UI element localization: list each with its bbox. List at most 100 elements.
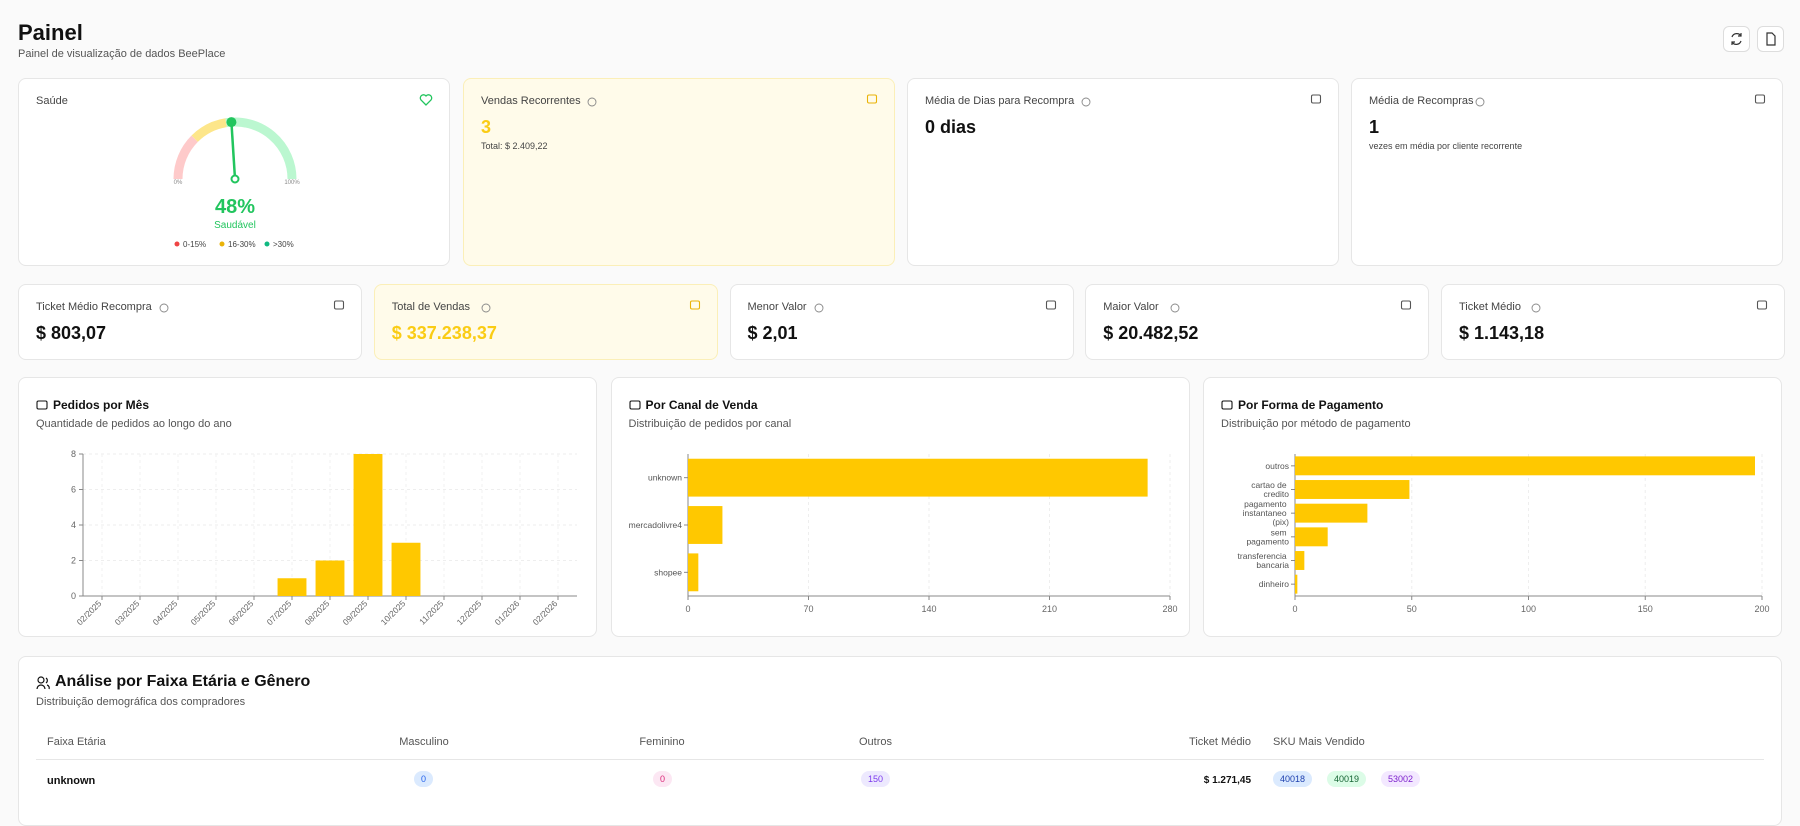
y-tick-label: sem pagamento bbox=[1246, 527, 1289, 546]
export-button[interactable] bbox=[1757, 26, 1784, 52]
x-tick-label: 03/2025 bbox=[113, 598, 142, 627]
bar bbox=[1295, 527, 1328, 547]
chart-title: Por Canal de Venda bbox=[645, 398, 758, 412]
x-tick-label: 100 bbox=[1521, 604, 1536, 614]
x-tick-label: 05/2025 bbox=[189, 598, 218, 627]
gauge-arc bbox=[173, 135, 198, 180]
metric-value: $ 20.482,52 bbox=[1103, 323, 1199, 343]
y-tick-label: 4 bbox=[71, 520, 76, 530]
metric-label: Ticket Médio bbox=[1459, 301, 1521, 313]
kpi-label: Vendas Recorrentes bbox=[481, 95, 581, 107]
chart-icon bbox=[36, 400, 48, 410]
sku-badge: 40018 bbox=[1273, 771, 1313, 787]
table-card: Análise por Faixa Etária e Gênero Distri… bbox=[18, 656, 1782, 826]
y-tick-label: pagamento instantaneo (pix) bbox=[1243, 499, 1289, 527]
kpi-value: 3 bbox=[481, 117, 492, 137]
other-badge: 150 bbox=[861, 771, 891, 787]
gauge-tip bbox=[226, 117, 237, 128]
info-icon bbox=[1475, 97, 1485, 107]
bar bbox=[1295, 456, 1755, 476]
icon-shape bbox=[1045, 300, 1056, 310]
health-label: Saúde bbox=[36, 95, 68, 107]
chart: 0 70 140 210 280 unknown mercadolivre4 shopee bbox=[628, 454, 1177, 614]
card-icon bbox=[1401, 300, 1412, 310]
health-card: Saúde 0% 100% 48% Saudável 0-15% 16-30% >30% bbox=[18, 78, 450, 266]
chart-subtitle: Distribuição de pedidos por canal bbox=[628, 418, 792, 430]
metric-label: Maior Valor bbox=[1103, 301, 1159, 313]
y-tick-label: 0 bbox=[71, 591, 76, 601]
metric-value: $ 803,07 bbox=[36, 323, 107, 343]
bar bbox=[1295, 503, 1368, 523]
gauge-tick-label: 0% bbox=[174, 180, 183, 186]
kpi-note: Total: $ 2.409,22 bbox=[481, 141, 548, 151]
kpi-label: Média de Recompras bbox=[1369, 95, 1474, 107]
kpi-card: Média de Recompras 1 vezes em média por cl… bbox=[1351, 78, 1783, 266]
legend-label: >30% bbox=[273, 240, 294, 249]
icon-shape bbox=[1401, 300, 1412, 310]
sku-badge: 53002 bbox=[1381, 771, 1421, 787]
kpi-card: Média de Dias para Recompra 0 dias bbox=[907, 78, 1339, 266]
page-title: Painel bbox=[18, 20, 83, 45]
x-tick-label: 07/2025 bbox=[265, 598, 294, 627]
x-tick-label: 150 bbox=[1638, 604, 1653, 614]
x-tick-label: 50 bbox=[1407, 604, 1417, 614]
male-badge: 0 bbox=[414, 771, 434, 787]
x-tick-label: 280 bbox=[1162, 604, 1177, 614]
gauge-needle bbox=[230, 122, 237, 180]
kpi-value: 1 bbox=[1369, 117, 1380, 137]
x-tick-label: 09/2025 bbox=[341, 598, 370, 627]
legend-dot bbox=[219, 241, 225, 247]
card-icon bbox=[866, 94, 878, 104]
info-icon bbox=[1170, 303, 1180, 313]
icon-shape bbox=[1310, 94, 1322, 104]
chart-icon bbox=[1221, 400, 1233, 410]
gauge-arc bbox=[225, 117, 297, 180]
users-icon bbox=[36, 676, 50, 690]
card-icon bbox=[333, 300, 345, 310]
metric-card: Maior Valor $ 20.482,52 bbox=[1085, 284, 1430, 360]
row-divider bbox=[36, 759, 1764, 760]
legend-label: 0-15% bbox=[183, 240, 206, 249]
sku-badge: 40019 bbox=[1327, 771, 1367, 787]
x-tick-label: 0 bbox=[1292, 604, 1297, 614]
legend-label: 16-30% bbox=[228, 240, 256, 249]
metric-value: $ 1.143,18 bbox=[1459, 323, 1545, 343]
info-icon bbox=[814, 303, 824, 313]
y-tick-label: shopee bbox=[654, 567, 682, 577]
chart-card: Pedidos por Mês Quantidade de pedidos ao … bbox=[18, 377, 597, 637]
table-title: Análise por Faixa Etária e Gênero bbox=[55, 673, 311, 690]
kpi-note: vezes em média por cliente recorrente bbox=[1369, 141, 1523, 151]
chart-icon bbox=[628, 400, 641, 410]
x-tick-label: 04/2025 bbox=[151, 598, 180, 627]
info-icon bbox=[481, 303, 491, 313]
metric-label: Menor Valor bbox=[747, 301, 807, 313]
bar bbox=[391, 542, 421, 596]
y-tick-label: outros bbox=[1265, 461, 1289, 471]
metric-value: $ 2,01 bbox=[747, 323, 798, 343]
page-subtitle: Painel de visualização de dados BeePlace bbox=[18, 48, 226, 60]
refresh-button[interactable] bbox=[1723, 26, 1750, 52]
gauge-hub bbox=[230, 174, 240, 184]
y-tick-label: unknown bbox=[647, 473, 681, 483]
icon-shape bbox=[1756, 300, 1768, 310]
page-body: Painel Painel de visualização de dados B… bbox=[18, 20, 1785, 826]
x-tick-label: 0 bbox=[685, 604, 690, 614]
x-tick-label: 200 bbox=[1754, 604, 1769, 614]
icon-shape bbox=[36, 400, 48, 410]
icon-shape bbox=[159, 303, 169, 313]
metric-card: Total de Vendas $ 337.238,37 bbox=[373, 284, 718, 360]
x-tick-label: 12/2025 bbox=[455, 598, 484, 627]
bar bbox=[315, 560, 345, 596]
gauge-value: 48% bbox=[215, 196, 255, 218]
export-icon bbox=[1766, 32, 1776, 46]
bar bbox=[1295, 574, 1298, 594]
heart-icon bbox=[419, 94, 433, 106]
chart-subtitle: Quantidade de pedidos ao longo do ano bbox=[36, 418, 232, 430]
legend-dot bbox=[174, 241, 180, 247]
y-tick-label: transferencia bancaria bbox=[1238, 551, 1290, 570]
icon-shape bbox=[689, 300, 700, 310]
card-icon bbox=[1310, 94, 1322, 104]
x-tick-label: 70 bbox=[803, 604, 813, 614]
column-header: Masculino bbox=[399, 736, 449, 748]
icon-shape bbox=[1221, 400, 1233, 410]
